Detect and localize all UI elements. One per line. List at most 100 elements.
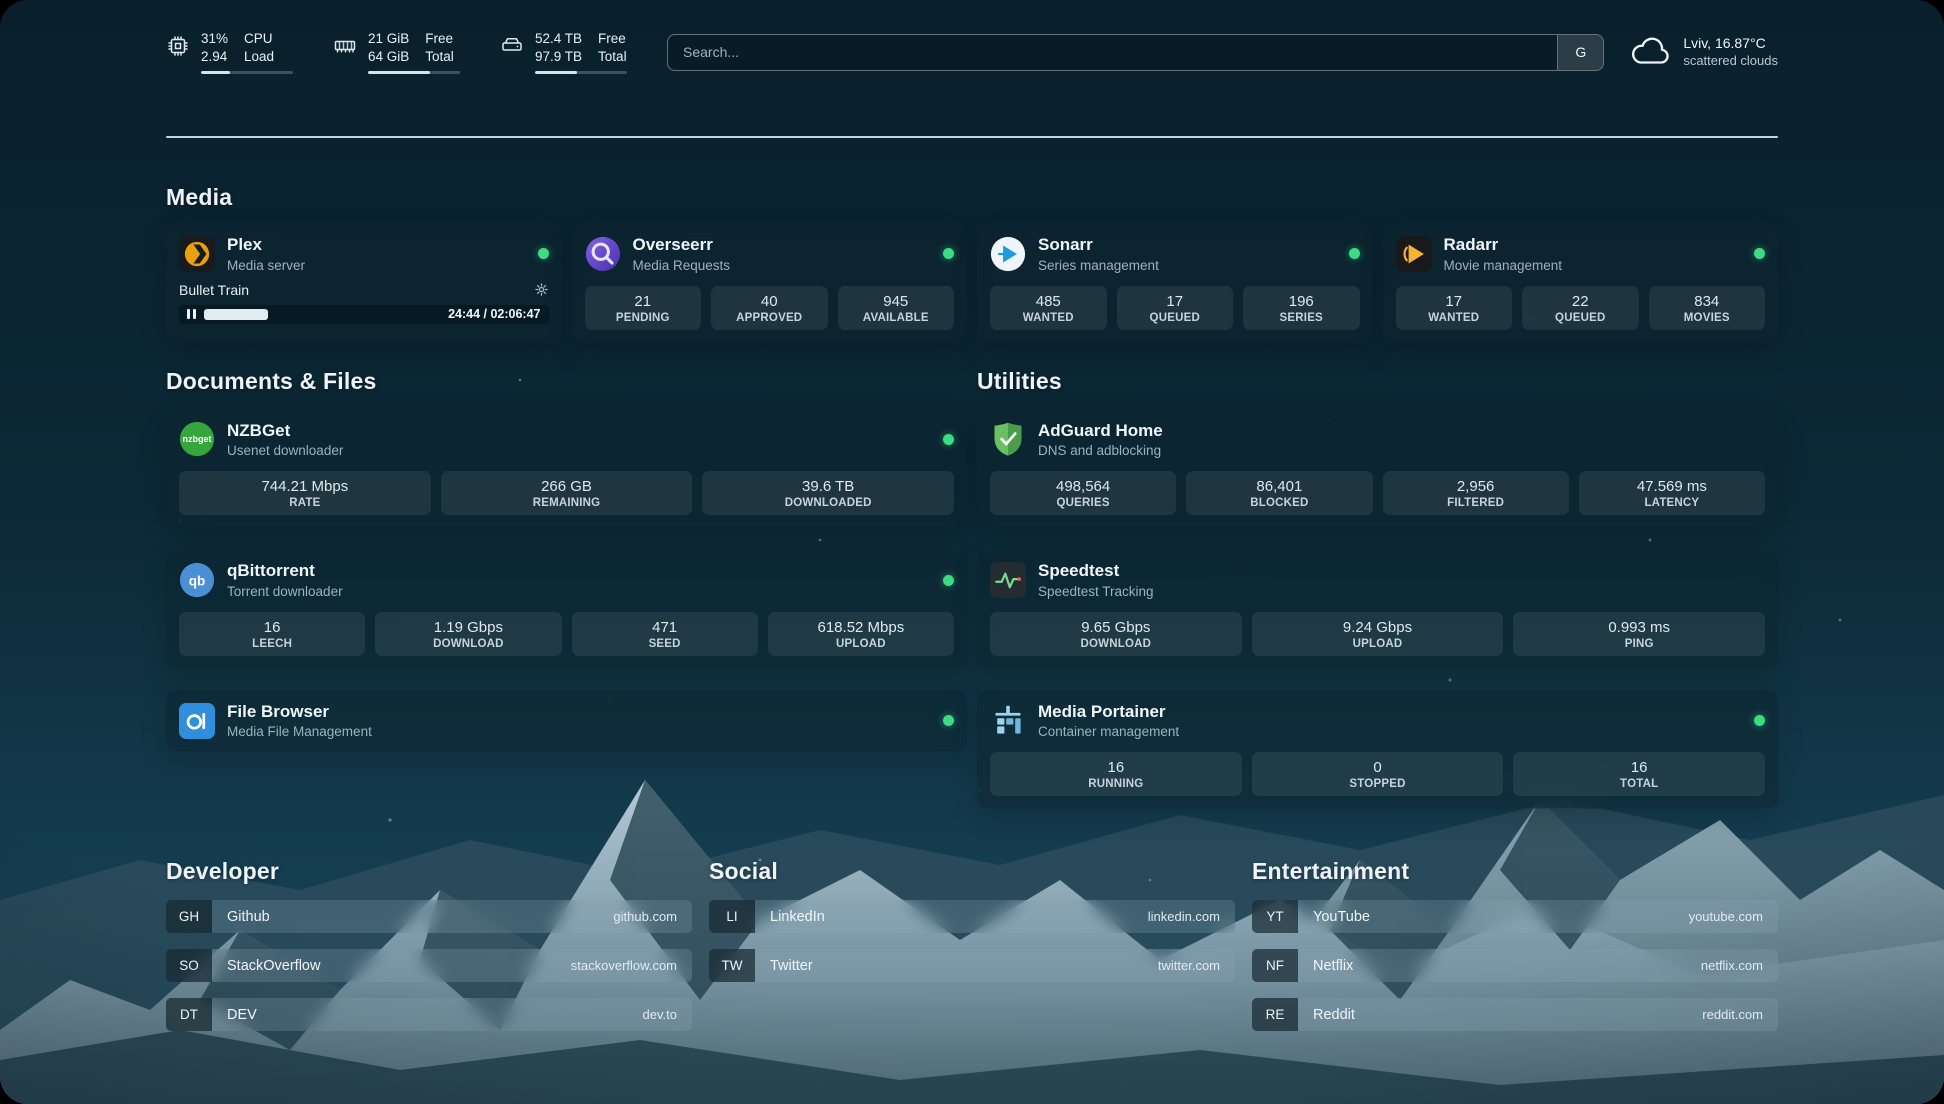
stat-label: RATE bbox=[289, 497, 321, 510]
service-name: qBittorrent bbox=[227, 561, 315, 581]
bookmark-abbr: GH bbox=[166, 900, 212, 934]
cpu-progress-bar bbox=[201, 71, 293, 75]
status-online-dot bbox=[943, 715, 954, 727]
service-card-file-browser[interactable]: File Browser Media File Management bbox=[166, 689, 967, 752]
service-card-plex[interactable]: Plex Media server Bullet Train bbox=[166, 223, 562, 342]
section-title-documents-files: Documents & Files bbox=[166, 367, 377, 394]
playback-bar: 24:44 / 02:06:47 bbox=[179, 304, 549, 324]
bookmark-name: LinkedIn bbox=[770, 908, 825, 925]
stat-queries: 498,564 QUERIES bbox=[990, 471, 1177, 516]
bookmark-dev[interactable]: DT DEV dev.to bbox=[166, 998, 692, 1032]
service-meta: File Browser Media File Management bbox=[227, 702, 372, 740]
cpu-values: 31% 2.94 bbox=[201, 30, 228, 66]
disk-values: 52.4 TB 97.9 TB bbox=[535, 30, 582, 66]
bookmark-reddit[interactable]: RE Reddit reddit.com bbox=[1252, 998, 1778, 1032]
stat-value: 22 bbox=[1571, 292, 1589, 310]
stat-label: REMAINING bbox=[532, 497, 601, 510]
weather-text: Lviv, 16.87°C scattered clouds bbox=[1683, 34, 1778, 70]
weather-widget: Lviv, 16.87°C scattered clouds bbox=[1630, 34, 1778, 70]
service-card-overseerr[interactable]: Overseerr Media Requests 21 PENDING 40 A… bbox=[571, 223, 967, 342]
stat-value: 17 bbox=[1166, 292, 1184, 310]
stat-label: AVAILABLE bbox=[862, 311, 929, 324]
status-online-dot bbox=[943, 433, 954, 445]
memory-free-value: 21 GiB bbox=[368, 31, 410, 46]
topbar-divider bbox=[166, 136, 1778, 139]
service-meta: qBittorrent Torrent downloader bbox=[227, 561, 343, 599]
memory-total-value: 64 GiB bbox=[368, 49, 410, 65]
service-card-media-portainer[interactable]: Media Portainer Container management 16 … bbox=[977, 689, 1778, 809]
pause-icon[interactable] bbox=[187, 309, 196, 320]
gear-icon[interactable] bbox=[534, 282, 549, 297]
stat-label: APPROVED bbox=[736, 311, 803, 324]
bookmark-domain: reddit.com bbox=[1702, 1007, 1763, 1023]
status-online-dot bbox=[1348, 248, 1360, 260]
service-name: Media Portainer bbox=[1038, 701, 1166, 721]
section-title-utilities: Utilities bbox=[977, 367, 1062, 394]
adguard-icon bbox=[990, 421, 1026, 457]
documents-cards: nzbget NZBGet Usenet downloader 744.21 M… bbox=[166, 408, 967, 752]
playback-time: 24:44 / 02:06:47 bbox=[448, 307, 541, 322]
bookmark-linkedin[interactable]: LI LinkedIn linkedin.com bbox=[709, 900, 1235, 934]
section-title-developer: Developer bbox=[166, 858, 280, 885]
stat-label: SERIES bbox=[1279, 311, 1323, 324]
playback-progress-track[interactable]: 24:44 / 02:06:47 bbox=[204, 305, 541, 324]
stat-running: 16 RUNNING bbox=[990, 752, 1242, 797]
service-meta: AdGuard Home DNS and adblocking bbox=[1038, 421, 1163, 459]
bookmark-domain: twitter.com bbox=[1157, 958, 1220, 974]
bookmark-netflix[interactable]: NF Netflix netflix.com bbox=[1252, 949, 1778, 983]
resource-widgets: 31% 2.94 CPU Load bbox=[166, 30, 627, 75]
bookmark-stackoverflow[interactable]: SO StackOverflow stackoverflow.com bbox=[166, 949, 692, 983]
card-header: Overseerr Media Requests bbox=[585, 235, 954, 273]
stat-value: 86,401 bbox=[1256, 478, 1303, 496]
bookmark-domain: netflix.com bbox=[1700, 958, 1763, 974]
service-description: DNS and adblocking bbox=[1038, 443, 1162, 459]
disk-labels: Free Total bbox=[598, 30, 627, 66]
service-card-radarr[interactable]: Radarr Movie management 17 WANTED 22 QUE… bbox=[1382, 223, 1778, 342]
stat-download: 9.65 Gbps DOWNLOAD bbox=[990, 611, 1242, 656]
status-online-dot bbox=[943, 248, 954, 260]
bookmark-twitter[interactable]: TW Twitter twitter.com bbox=[709, 949, 1235, 983]
disk-free-label: Free bbox=[598, 31, 626, 46]
filebrowser-icon bbox=[179, 702, 215, 739]
bookmark-domain: stackoverflow.com bbox=[570, 958, 677, 974]
bookmark-youtube[interactable]: YT YouTube youtube.com bbox=[1252, 900, 1778, 934]
search-input[interactable] bbox=[668, 34, 1558, 70]
stat-value: 0 bbox=[1373, 759, 1382, 777]
stat-label: PING bbox=[1624, 637, 1654, 650]
stat-movies: 834 MOVIES bbox=[1648, 285, 1765, 330]
memory-free-label: Free bbox=[425, 31, 454, 46]
now-playing-header: Bullet Train bbox=[179, 282, 549, 298]
stat-remaining: 266 GB REMAINING bbox=[440, 471, 693, 516]
cpu-usage-value: 31% bbox=[201, 31, 229, 46]
service-name: Plex bbox=[227, 235, 262, 255]
cpu-widget-body: 31% 2.94 CPU Load bbox=[201, 30, 293, 75]
cpu-load-value: 2.94 bbox=[201, 49, 228, 65]
section-media: Media Plex Media server bbox=[166, 184, 1778, 342]
memory-widget-body: 21 GiB 64 GiB Free Total bbox=[368, 30, 460, 75]
card-header: Radarr Movie management bbox=[1395, 235, 1765, 273]
section-title-media: Media bbox=[166, 184, 233, 211]
stat-value: 945 bbox=[883, 292, 909, 310]
service-description: Media Requests bbox=[632, 257, 731, 273]
status-online-dot bbox=[943, 574, 954, 586]
bookmark-name: YouTube bbox=[1313, 908, 1370, 925]
service-card-speedtest[interactable]: Speedtest Speedtest Tracking 9.65 Gbps D… bbox=[977, 549, 1778, 668]
service-name: NZBGet bbox=[227, 420, 291, 440]
bookmark-github[interactable]: GH Github github.com bbox=[166, 900, 692, 934]
service-stats: 16 RUNNING 0 STOPPED 16 TOTAL bbox=[990, 752, 1766, 797]
service-card-sonarr[interactable]: Sonarr Series management 485 WANTED 17 Q… bbox=[977, 223, 1373, 342]
overseerr-icon bbox=[585, 236, 621, 272]
disk-free-value: 52.4 TB bbox=[535, 31, 583, 46]
stat-ping: 0.993 ms PING bbox=[1513, 611, 1766, 656]
stat-label: QUEUED bbox=[1149, 311, 1200, 324]
service-card-adguard-home[interactable]: AdGuard Home DNS and adblocking 498,564 … bbox=[977, 408, 1778, 528]
service-card-qbittorrent[interactable]: qb qBittorrent Torrent downloader 16 bbox=[166, 549, 967, 668]
service-card-nzbget[interactable]: nzbget NZBGet Usenet downloader 744.21 M… bbox=[166, 408, 967, 528]
search-provider-button[interactable]: G bbox=[1557, 34, 1604, 70]
service-stats: 17 WANTED 22 QUEUED 834 MOVIES bbox=[1395, 285, 1765, 330]
section-title-entertainment: Entertainment bbox=[1252, 858, 1410, 885]
service-meta: Media Portainer Container management bbox=[1038, 702, 1179, 740]
stat-value: 21 bbox=[634, 292, 652, 310]
portainer-icon bbox=[990, 703, 1026, 739]
stat-value: 498,564 bbox=[1056, 478, 1111, 496]
